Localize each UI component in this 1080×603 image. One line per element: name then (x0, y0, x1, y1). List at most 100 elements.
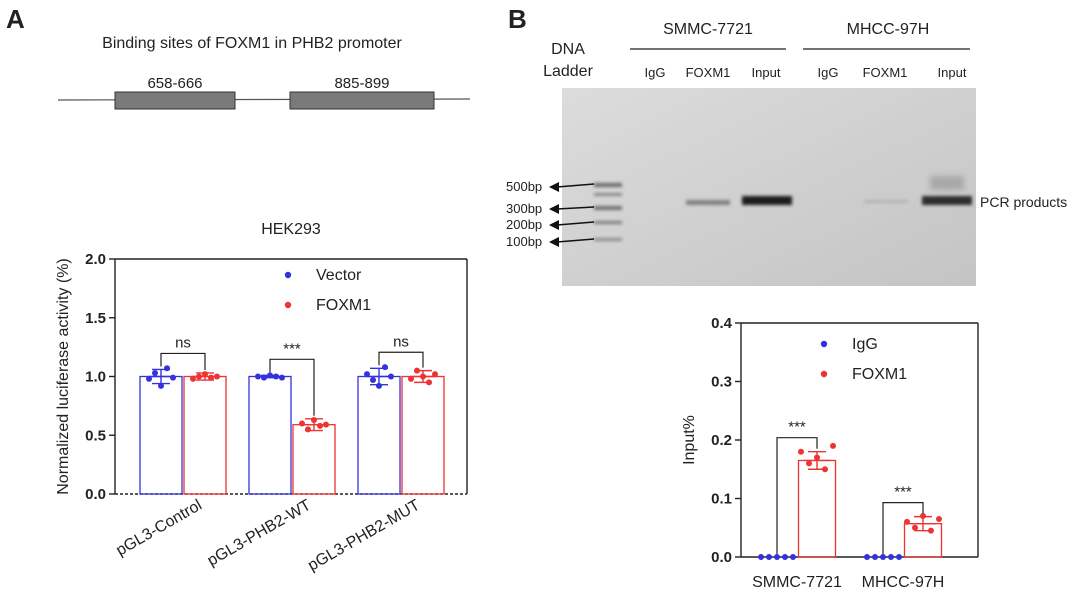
binding-site-box-2 (289, 91, 435, 110)
data-point-foxm1 (432, 371, 438, 378)
marker-arrow-line (556, 183, 595, 188)
data-point-vector (152, 369, 158, 376)
data-point-foxm1 (202, 371, 208, 378)
cell-line-header-1: SMMC-7721 (663, 21, 753, 38)
ladder-band (594, 238, 622, 241)
data-point-vector (279, 374, 285, 381)
data-point-vector (382, 364, 388, 371)
data-point-vector (364, 371, 370, 378)
marker-arrow-line (556, 206, 595, 210)
significance-bracket (776, 437, 818, 554)
chart-title: HEK293 (261, 221, 321, 238)
data-point-foxm1 (806, 460, 812, 467)
y-tick-label: 0.3 (711, 374, 732, 391)
data-point-foxm1 (408, 375, 414, 382)
pcr-band-smmc-foxm1 (686, 200, 730, 205)
arrow-icon (549, 220, 559, 230)
y-axis-label: Normalized luciferase activity (%) (55, 258, 72, 495)
y-axis-label: Input% (681, 415, 698, 465)
ladder-band (594, 183, 622, 187)
data-point-igg (872, 554, 878, 560)
category-label: pGL3-PHB2-MUT (305, 497, 423, 575)
bar-vector-2 (248, 375, 292, 495)
lane-label-1: IgG (645, 65, 666, 80)
data-point-foxm1 (323, 421, 329, 428)
pcr-smear-mhcc-input (930, 176, 964, 190)
y-tick-label: 0.0 (711, 549, 732, 566)
data-point-vector (267, 372, 273, 379)
gel-background (562, 88, 976, 286)
legend-marker-vector (284, 271, 292, 279)
data-point-igg (782, 554, 788, 560)
data-point-foxm1 (420, 373, 426, 380)
significance-label: *** (894, 484, 912, 501)
data-point-foxm1 (214, 373, 220, 380)
bar-foxm1-3 (401, 375, 445, 495)
category-label: pGL3-Control (113, 497, 205, 560)
gel-image (562, 88, 976, 286)
significance-bracket (160, 352, 206, 370)
marker-label-200bp: 200bp (506, 217, 542, 232)
bar-foxm1-1 (183, 375, 227, 495)
ladder-band (594, 193, 622, 196)
data-point-vector (146, 375, 152, 382)
data-point-igg (864, 554, 870, 560)
y-tick-label: 2.0 (85, 251, 106, 268)
lane-label-3: Input (752, 65, 781, 80)
ladder-band (594, 221, 622, 224)
data-point-igg (766, 554, 772, 560)
lane-label-4: IgG (818, 65, 839, 80)
data-point-igg (896, 554, 902, 560)
legend-label-foxm1: FOXM1 (316, 297, 371, 314)
data-point-vector (376, 382, 382, 389)
marker-label-100bp: 100bp (506, 234, 542, 249)
lane-label-2: FOXM1 (686, 65, 731, 80)
data-point-vector (170, 374, 176, 381)
pcr-band-mhcc-input (922, 196, 972, 205)
data-point-igg (888, 554, 894, 560)
data-point-foxm1 (208, 374, 214, 381)
y-tick-label: 0.4 (711, 315, 733, 332)
marker-arrow-line (556, 238, 595, 243)
significance-bracket (378, 351, 424, 368)
marker-arrow-line (556, 221, 595, 226)
data-point-foxm1 (920, 513, 926, 520)
data-point-foxm1 (822, 466, 828, 473)
pcr-band-smmc-input (742, 196, 792, 205)
panel-a-label: A (6, 4, 25, 34)
data-point-vector (255, 373, 261, 380)
y-tick-label: 0.1 (711, 491, 732, 508)
data-point-igg (880, 554, 886, 560)
bar-foxm1-2 (292, 424, 336, 495)
legend-marker-foxm1 (820, 370, 828, 378)
significance-bracket (882, 502, 924, 554)
luciferase-chart: 0.0 0.5 1.0 1.5 2.0 Normalized luciferase act… (55, 221, 468, 575)
data-point-foxm1 (814, 454, 820, 461)
data-point-foxm1 (830, 442, 836, 449)
data-point-foxm1 (196, 373, 202, 380)
significance-label: *** (788, 419, 806, 436)
promoter-diagram: 658-666 885-899 (57, 75, 471, 110)
y-tick-label: 0.5 (85, 427, 106, 444)
data-point-vector (370, 377, 376, 384)
marker-label-300bp: 300bp (506, 201, 542, 216)
data-point-foxm1 (912, 524, 918, 531)
marker-label-500bp: 500bp (506, 179, 542, 194)
significance-label: ns (175, 334, 191, 351)
bar-foxm1-1 (797, 459, 837, 558)
data-point-foxm1 (317, 422, 323, 429)
category-label: MHCC-97H (862, 574, 945, 591)
y-tick-label: 1.5 (85, 310, 106, 327)
data-point-vector (273, 373, 279, 380)
marker-labels: 500bp 300bp 200bp 100bp (506, 179, 595, 249)
data-point-foxm1 (305, 426, 311, 433)
bar-vector-1 (139, 375, 183, 495)
arrow-icon (549, 204, 559, 214)
ladder-band (594, 206, 622, 210)
significance-label: *** (283, 340, 301, 357)
data-point-foxm1 (936, 515, 942, 522)
significance-label: ns (393, 333, 409, 350)
legend-marker-igg (820, 340, 828, 348)
cell-line-header-2: MHCC-97H (847, 21, 930, 38)
data-point-igg (790, 554, 796, 560)
